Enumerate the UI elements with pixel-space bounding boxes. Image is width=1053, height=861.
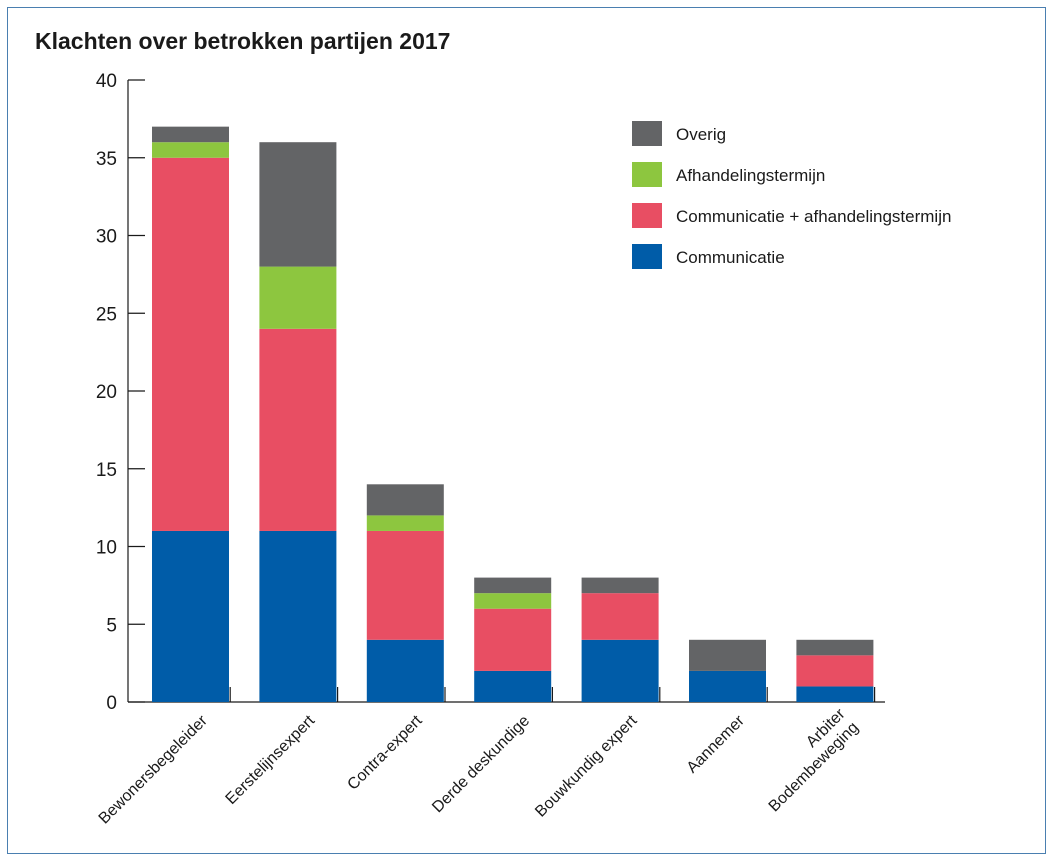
bar-segment: [152, 142, 229, 158]
bar-segment: [152, 530, 229, 702]
bar-segment: [259, 142, 337, 267]
legend-swatch: [632, 162, 662, 187]
bars: [152, 126, 874, 702]
bar-segment: [474, 593, 552, 609]
y-tick-label: 5: [106, 615, 117, 636]
bar-segment: [259, 530, 337, 702]
legend-label: Communicatie + afhandelingstermijn: [676, 207, 951, 226]
x-category-label-line: Bewonersbegeleider: [96, 712, 212, 828]
legend-label: Overig: [676, 125, 726, 144]
bar-segment: [689, 639, 766, 671]
y-tick-label: 15: [96, 460, 117, 481]
bar-segment: [689, 670, 766, 702]
bar-segment: [581, 593, 659, 640]
bar-segment: [366, 484, 444, 516]
labels: Bewonersbegeleider Eerstelijnsexpert Contr…: [96, 705, 862, 828]
y-tick-label: 35: [96, 149, 117, 170]
x-category-label: Bouwkundig expert: [532, 712, 641, 821]
x-category-label-line: Derde deskundige: [429, 712, 533, 816]
bar-segment: [581, 577, 659, 594]
bar-segment: [152, 157, 229, 531]
legend-swatch: [632, 121, 662, 146]
y-tick-label: 40: [96, 71, 117, 92]
chart-title: Klachten over betrokken partijen 2017: [35, 28, 451, 54]
legend-swatch: [632, 244, 662, 269]
bar-segment: [474, 608, 552, 671]
bar-segment: [796, 639, 874, 656]
axes: 0 5 10 15 20 25 30 35 40: [96, 71, 885, 714]
legend-label: Communicatie: [676, 248, 785, 267]
bar-segment: [474, 577, 552, 594]
x-category-label-line: Bouwkundig expert: [532, 712, 641, 821]
x-category-label: Aannemer: [684, 712, 749, 777]
legend: Overig Afhandelingstermijn Communicatie + …: [632, 121, 951, 269]
bar-segment: [366, 530, 444, 640]
x-category-label: Eerstelijnsexpert: [223, 712, 319, 808]
y-tick-label: 30: [96, 227, 117, 248]
bar-segment: [366, 515, 444, 531]
legend-swatch: [632, 203, 662, 228]
bar-segment: [366, 639, 444, 702]
x-category-label: ArbiterBodembeweging: [752, 705, 862, 815]
bar-segment: [259, 328, 337, 531]
bar-segment: [796, 655, 874, 687]
y-tick-label: 20: [96, 382, 117, 403]
y-tick-label: 25: [96, 304, 117, 325]
y-tick-label: 0: [106, 693, 117, 714]
x-category-label: Contra-expert: [344, 712, 426, 794]
x-category-label-line: Aannemer: [684, 712, 749, 777]
bar-segment: [474, 670, 552, 702]
bar-segment: [796, 686, 874, 702]
bar-segment: [259, 266, 337, 329]
bar-segment: [152, 126, 229, 143]
x-category-label-line: Eerstelijnsexpert: [223, 712, 319, 808]
bar-segment: [581, 639, 659, 702]
x-category-label: Bewonersbegeleider: [96, 712, 212, 828]
x-category-label: Derde deskundige: [429, 712, 533, 816]
y-tick-label: 10: [96, 538, 117, 559]
x-category-label-line: Contra-expert: [344, 712, 426, 794]
legend-label: Afhandelingstermijn: [676, 166, 825, 185]
